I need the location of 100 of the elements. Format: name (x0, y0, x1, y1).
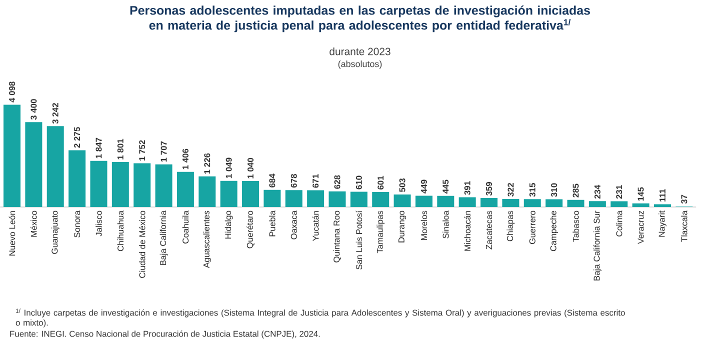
bar (46, 126, 64, 207)
bar (90, 160, 108, 207)
x-tick-label: Colima (616, 210, 622, 236)
bar (328, 191, 346, 207)
bar (372, 192, 390, 207)
chart-title: Personas adolescentes imputadas en las carpetas de investigación iniciadas en materia de justicia penal para adolescentes por entidad federativa$^{1/}$ (130, 6, 590, 32)
bar (134, 163, 151, 207)
x-tick-label: Campeche (550, 210, 558, 252)
bar (307, 190, 324, 207)
data-label: 2 275 (74, 127, 80, 148)
x-tick-label: Baja California (160, 210, 168, 265)
data-label: 678 (290, 174, 297, 188)
bar (610, 201, 628, 207)
x-tick-label: Hidalgo (224, 210, 233, 239)
bar (68, 150, 86, 207)
bar (502, 198, 520, 207)
data-label: 1 752 (139, 140, 146, 161)
data-label: 3 400 (30, 99, 37, 120)
bar (4, 104, 21, 207)
x-tick-label: Ciudad de México (138, 210, 146, 278)
data-label: 4 098 (9, 82, 15, 102)
x-tick-label: Jalisco (96, 210, 102, 236)
bar (437, 196, 454, 207)
data-label: 359 (486, 182, 492, 196)
data-label: 1 040 (248, 158, 254, 178)
x-tick-label: Guerrero (529, 210, 536, 244)
bar (654, 204, 671, 207)
bar (394, 194, 411, 207)
data-label: 671 (312, 174, 319, 188)
data-label: 285 (572, 184, 579, 198)
data-label: 391 (464, 181, 470, 195)
bar (242, 181, 260, 207)
bar (112, 162, 129, 207)
bar (546, 199, 563, 207)
x-tick-label: Guanajuato (51, 210, 60, 254)
data-label: 601 (378, 176, 384, 190)
bar (155, 164, 172, 207)
x-tick-label: Aguascalientes (203, 210, 212, 268)
x-tick-label: Sinaloa (442, 210, 449, 238)
bar (524, 199, 541, 207)
bar (198, 176, 216, 207)
data-label: 503 (399, 178, 406, 192)
data-label: 111 (660, 189, 666, 202)
x-tick-label: Coahuila (182, 210, 189, 244)
data-label: 1 801 (117, 138, 124, 160)
data-label: 1 226 (204, 153, 210, 174)
data-label: 1 049 (226, 158, 232, 178)
bar (350, 192, 368, 207)
data-label: 610 (356, 176, 362, 190)
x-tick-label: Yucatán (312, 211, 319, 241)
x-tick-label: Querétaro (246, 210, 254, 248)
data-label: 310 (551, 183, 558, 197)
x-tick-label: Zacatecas (486, 210, 492, 250)
data-label: 3 242 (52, 103, 58, 124)
data-label: 145 (638, 187, 644, 201)
x-tick-label: Sonora (74, 210, 80, 238)
x-tick-label: Puebla (269, 210, 276, 236)
bar (588, 201, 606, 207)
x-tick-label: Quintana Roo (333, 210, 342, 262)
text: (absolutos) (338, 60, 382, 69)
text: $^{1/}$ Incluye carpetas de investigación e investigaciones (Sistema Integral de Justicia para Adolescentes y Sistema Oral) y averiguaciones previas (Sistema escrito o mixto). (16, 308, 625, 328)
x-tick-label: Nuevo León (8, 211, 16, 256)
data-label: 1 406 (182, 148, 188, 170)
x-tick-label: Chiapas (506, 210, 515, 242)
x-tick-label: Nayarit (658, 210, 666, 237)
chart-subtitle: durante 2023 (330, 48, 390, 56)
bar (285, 190, 302, 207)
x-tick-label: Oaxaca (290, 210, 297, 240)
x-tick-label: Baja California Sur (593, 210, 602, 280)
data-label: 684 (269, 174, 276, 188)
bar (458, 197, 476, 207)
bar (220, 180, 238, 207)
bar (264, 190, 281, 207)
x-tick-label: San Luis Potosí (356, 210, 362, 270)
data-label: 315 (529, 183, 536, 197)
bar (415, 196, 432, 207)
data-label: 234 (594, 184, 600, 199)
x-tick-label: Chihuahua (117, 210, 124, 252)
x-tick-label: Durango (398, 210, 406, 242)
data-label: 445 (442, 180, 449, 194)
x-tick-label: Morelos (420, 210, 428, 240)
bar (567, 200, 584, 207)
bar (176, 172, 194, 207)
data-label: 1 847 (96, 138, 102, 158)
source-note: Fuente: INEGI. Censo Nacional de Procuración de Justicia Estatal (CNPJE), 2024. (10, 330, 320, 339)
data-label: 449 (420, 180, 427, 194)
bar (25, 122, 42, 207)
data-label: 231 (616, 185, 622, 199)
data-label: 1 707 (160, 141, 167, 162)
bar (632, 203, 650, 207)
data-label: 37 (681, 194, 688, 204)
x-tick-label: Veracruz (638, 210, 644, 244)
x-tick-label: Tabasco (572, 210, 579, 242)
x-tick-label: Tlaxcala (681, 210, 688, 242)
data-label: 322 (508, 182, 514, 197)
data-label: 628 (334, 175, 340, 189)
x-tick-label: Michoacán (464, 211, 470, 251)
x-tick-label: México (30, 210, 37, 237)
x-tick-label: Tamaulipas (376, 210, 385, 254)
bar (480, 198, 498, 207)
